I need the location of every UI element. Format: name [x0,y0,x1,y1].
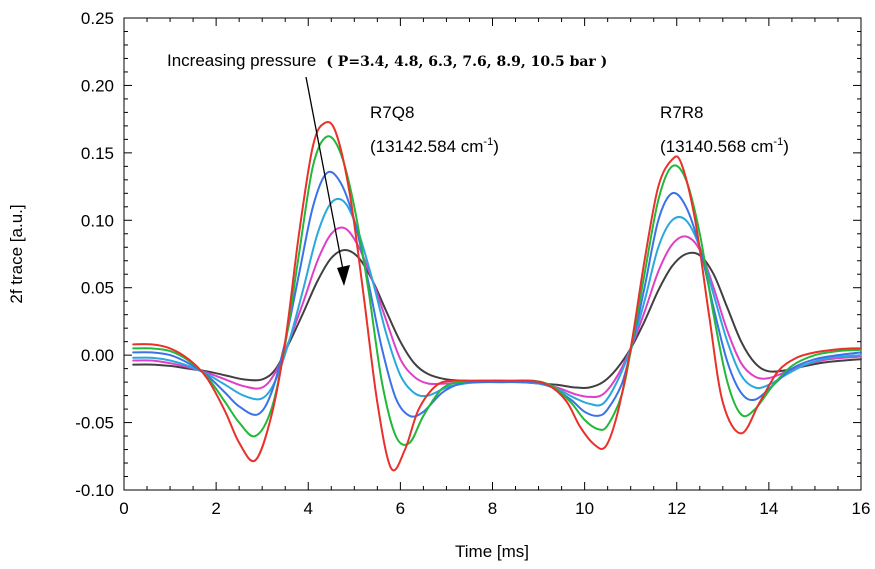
x-axis-ticks: 0 2 4 6 8 10 12 14 16 [119,18,870,518]
x-tick-label: 14 [759,499,778,518]
line2-superscript: -1 [773,136,783,148]
line1-wavenumber-text: (13142.584 cm [370,137,483,156]
y-tick-label: 0.00 [81,346,114,365]
pressure-arrow-shaft [305,76,345,276]
y-axis-ticks: -0.10 -0.05 0.00 0.05 0.10 0.15 0.20 0.25 [75,9,861,500]
x-tick-label: 12 [667,499,686,518]
series-line-5 [132,226,862,398]
y-tick-label: -0.10 [75,481,114,500]
x-axis-label: Time [ms] [455,542,529,561]
line2-name: R7R8 [660,103,703,122]
x-tick-label: 8 [488,499,497,518]
line1-wavenumber: (13142.584 cm-1) [370,136,499,156]
line1-name: R7Q8 [370,103,414,122]
x-tick-label: 6 [396,499,405,518]
line2-close-paren: ) [783,137,789,156]
line1-superscript: -1 [483,136,493,148]
series-line-3 [132,170,862,418]
y-tick-label: 0.05 [81,279,114,298]
x-tick-label: 10 [575,499,594,518]
pressure-annotation: Increasing pressure ( P=3.4, 4.8, 6.3, 7… [167,51,607,70]
series-line-6 [132,249,862,390]
x-tick-label: 4 [304,499,313,518]
pressure-annotation-values: ( P=3.4, 4.8, 6.3, 7.6, 8.9, 10.5 bar ) [326,54,607,70]
y-tick-label: 0.25 [81,9,114,28]
pressure-annotation-prefix: Increasing pressure [167,51,316,70]
plot-frame [123,17,862,491]
x-tick-label: 16 [852,499,871,518]
y-tick-label: 0.10 [81,211,114,230]
pressure-arrow-head [337,265,350,286]
y-tick-label: 0.20 [81,76,114,95]
x-tick-label: 0 [119,499,128,518]
line1-close-paren: ) [493,137,499,156]
y-tick-label: -0.05 [75,414,114,433]
y-axis-label: 2f trace [a.u.] [7,204,26,303]
line2-wavenumber: (13140.568 cm-1) [660,136,789,156]
series-line-2 [132,135,862,446]
y-tick-label: 0.15 [81,144,114,163]
line2-wavenumber-text: (13140.568 cm [660,137,773,156]
series-layer [132,121,862,472]
x-tick-label: 2 [211,499,220,518]
series-line-1 [132,121,862,472]
